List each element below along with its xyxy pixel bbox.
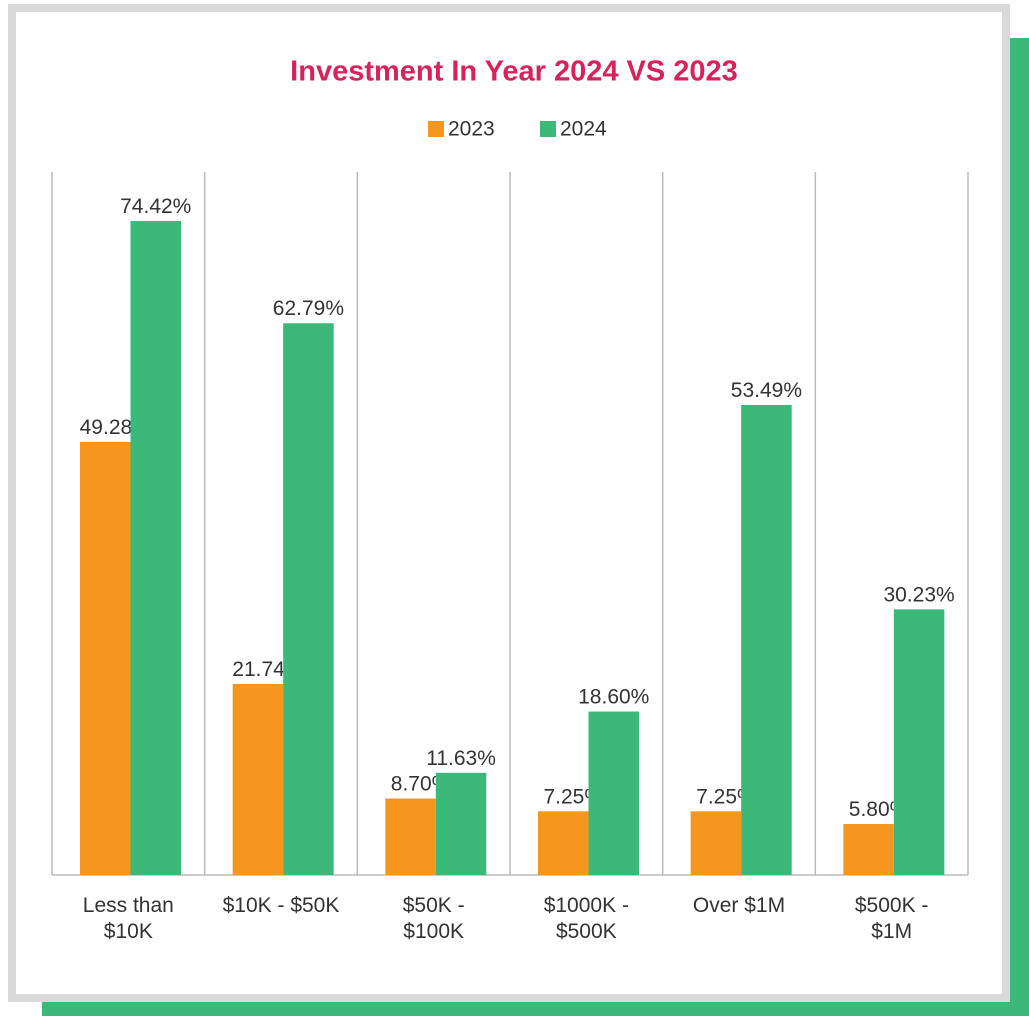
bar (690, 811, 742, 875)
value-label: 7.25% (543, 785, 603, 808)
value-label: 8.70% (391, 773, 451, 796)
bar (843, 824, 894, 875)
bar (538, 811, 589, 875)
x-tick-label: Less than $10K (83, 894, 174, 943)
bar (588, 711, 639, 875)
bar (435, 772, 487, 875)
legend-swatch (428, 121, 444, 137)
bar (232, 683, 284, 875)
value-label: 30.23% (883, 583, 954, 606)
value-label: 18.60% (578, 686, 649, 709)
x-tick-label: $10K - $50K (223, 894, 340, 917)
bar (893, 609, 945, 875)
legend-swatch (540, 121, 556, 137)
value-label: 74.42% (120, 195, 191, 218)
bar (283, 323, 334, 875)
value-label: 11.63% (426, 747, 496, 770)
chart-title: Investment In Year 2024 VS 2023 (290, 56, 738, 88)
legend-label: 2023 (448, 118, 495, 141)
value-label: 62.79% (273, 297, 344, 320)
bar (385, 798, 436, 875)
x-tick-label: Over $1M (693, 894, 785, 917)
legend-label: 2024 (560, 118, 607, 141)
x-tick-label: $1000K -$500K (544, 894, 629, 943)
bar (741, 404, 792, 875)
value-label: 53.49% (731, 379, 802, 402)
bar (80, 441, 131, 875)
x-tick-label: $50K -$100K (403, 894, 465, 943)
bar (130, 221, 181, 876)
value-label: 5.80% (849, 798, 909, 821)
x-tick-label: $500K -$1M (855, 894, 929, 943)
value-label: 7.25% (696, 785, 756, 808)
